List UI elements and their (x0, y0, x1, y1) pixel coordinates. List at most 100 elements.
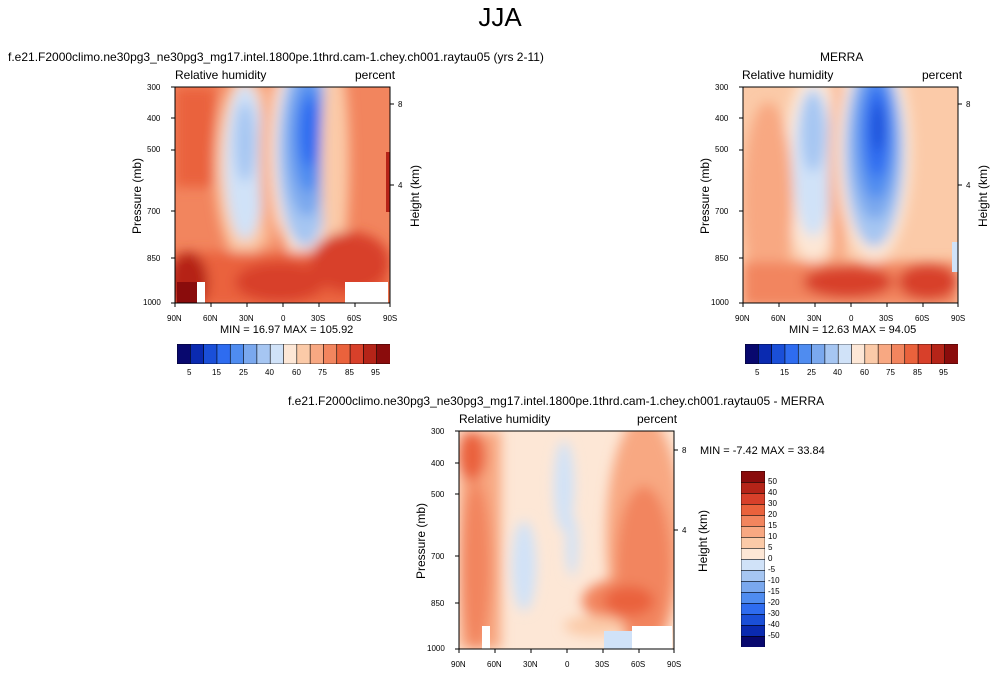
panel-3-ytick-1000: 1000 (427, 644, 445, 653)
panel-2-cbar-label-75: 75 (886, 368, 895, 377)
panel-1-colorbar (176, 343, 391, 365)
panel-2-xtick-90n: 90N (735, 314, 750, 323)
panel-2-colorbar (744, 343, 959, 365)
colorbar-swatch (190, 343, 205, 365)
colorbar-swatch (771, 343, 786, 365)
panel-2-colorbar-swatches (744, 343, 959, 365)
colorbar-swatch (740, 580, 766, 593)
panel-3-ytick-500: 500 (431, 490, 445, 499)
panel-2-ytick-1000: 1000 (711, 298, 729, 307)
panel-3-xtick-30s: 30S (595, 660, 610, 669)
panel-3-ytick-300: 300 (431, 427, 445, 436)
panel-1-xtick-60s: 60S (347, 314, 362, 323)
panel-3-title: f.e21.F2000climo.ne30pg3_ne30pg3_mg17.in… (288, 394, 825, 408)
panel-3-cbar-label-neg5: -5 (768, 565, 776, 574)
panel-3-units-label: percent (637, 412, 678, 426)
panel-3-cbar-label-neg20: -20 (768, 598, 780, 607)
panel-2-cbar-label-15: 15 (780, 368, 789, 377)
panel-1-contour-field (175, 87, 390, 303)
panel-1-xtick-30n: 30N (239, 314, 254, 323)
panel-3-xtick-60n: 60N (487, 660, 502, 669)
panel-1-ytick-1000: 1000 (143, 298, 161, 307)
panel-2-cbar-label-25: 25 (807, 368, 816, 377)
colorbar-swatch (784, 343, 799, 365)
panel-3-xtick-30n: 30N (523, 660, 538, 669)
panel-1-cbar-label-15: 15 (212, 368, 221, 377)
panel-1-ytick-700: 700 (147, 207, 161, 216)
colorbar-swatch (824, 343, 839, 365)
colorbar-swatch (740, 503, 766, 516)
colorbar-swatch (740, 547, 766, 560)
colorbar-swatch (944, 343, 959, 365)
panel-3-cbar-label-30: 30 (768, 499, 777, 508)
panel-1-xtick-60n: 60N (203, 314, 218, 323)
colorbar-swatch (203, 343, 218, 365)
colorbar-swatch (296, 343, 311, 365)
panel-3-xtick-90n: 90N (451, 660, 466, 669)
panel-3-cbar-label-0: 0 (768, 554, 773, 563)
panel-3-ytick-400: 400 (431, 459, 445, 468)
panel-1-colorbar-swatches (176, 343, 391, 365)
colorbar-swatch (740, 481, 766, 494)
panel-3-y2label: Height (km) (696, 510, 710, 573)
panel-3-contour-field (459, 431, 674, 649)
colorbar-swatch (349, 343, 364, 365)
panel-2-cbar-label-95: 95 (939, 368, 948, 377)
panel-1-ytick-300: 300 (147, 83, 161, 92)
colorbar-swatch (376, 343, 391, 365)
panel-3-cbar-label-50: 50 (768, 477, 777, 486)
panel-3-xtick-0: 0 (565, 660, 570, 669)
panel-2-ytick-400: 400 (715, 114, 729, 123)
panel-2-cbar-label-40: 40 (833, 368, 842, 377)
panel-1-xtick-90n: 90N (167, 314, 182, 323)
panel-2-title: MERRA (820, 50, 864, 64)
panel-2-xtick-30s: 30S (879, 314, 894, 323)
colorbar-swatch (363, 343, 378, 365)
panel-3-xtick-90s: 90S (667, 660, 682, 669)
panel-1-cbar-label-85: 85 (345, 368, 354, 377)
colorbar-swatch (740, 558, 766, 571)
colorbar-swatch (269, 343, 285, 365)
panel-2-ylabel: Pressure (mb) (698, 158, 712, 235)
colorbar-swatch (797, 343, 813, 365)
panel-3-minmax: MIN = -7.42 MAX = 33.84 (700, 445, 825, 457)
panel-1-ytick-500: 500 (147, 145, 161, 154)
colorbar-swatch (744, 343, 759, 365)
colorbar-swatch (740, 569, 766, 582)
colorbar-swatch (851, 343, 866, 365)
panel-2-y2label: Height (km) (976, 165, 990, 228)
panel-2-xtick-30n: 30N (807, 314, 822, 323)
panel-1-y2tick-8: 8 (398, 100, 403, 109)
colorbar-swatch (904, 343, 919, 365)
panel-2-plot (739, 86, 962, 307)
panel-3-y2tick-8: 8 (682, 446, 687, 455)
colorbar-swatch (864, 343, 879, 365)
panel-1-y2label: Height (km) (408, 165, 422, 228)
figure-title: JJA (478, 2, 522, 32)
panel-2-units-label: percent (922, 68, 963, 82)
panel-1-title: f.e21.F2000climo.ne30pg3_ne30pg3_mg17.in… (8, 50, 544, 64)
colorbar-swatch (758, 343, 773, 365)
panel-3-cbar-label-15: 15 (768, 521, 777, 530)
panel-3-variable-label: Relative humidity (459, 412, 551, 426)
panel-1-xtick-90s: 90S (383, 314, 398, 323)
panel-1-xtick-0: 0 (281, 314, 286, 323)
panel-2-variable-label: Relative humidity (742, 68, 834, 82)
colorbar-swatch (243, 343, 258, 365)
colorbar-swatch (740, 492, 766, 505)
panel-3-colorbar-swatches (740, 470, 766, 648)
panel-2-cbar-label-5: 5 (755, 368, 760, 377)
colorbar-swatch (740, 624, 766, 637)
colorbar-swatch (917, 343, 932, 365)
panel-1-y2tick-4: 4 (398, 181, 403, 190)
panel-1-ytick-850: 850 (147, 254, 161, 263)
colorbar-swatch (877, 343, 893, 365)
colorbar-swatch (740, 635, 766, 648)
panel-2-xtick-60s: 60S (915, 314, 930, 323)
panel-2-cbar-label-85: 85 (913, 368, 922, 377)
colorbar-swatch (740, 591, 766, 604)
panel-3-cbar-label-neg10: -10 (768, 576, 780, 585)
panel-2-xtick-90s: 90S (951, 314, 966, 323)
colorbar-swatch (176, 343, 191, 365)
panel-3-cbar-label-40: 40 (768, 488, 777, 497)
